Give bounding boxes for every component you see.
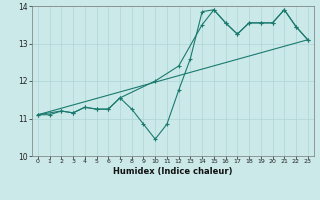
X-axis label: Humidex (Indice chaleur): Humidex (Indice chaleur)	[113, 167, 233, 176]
